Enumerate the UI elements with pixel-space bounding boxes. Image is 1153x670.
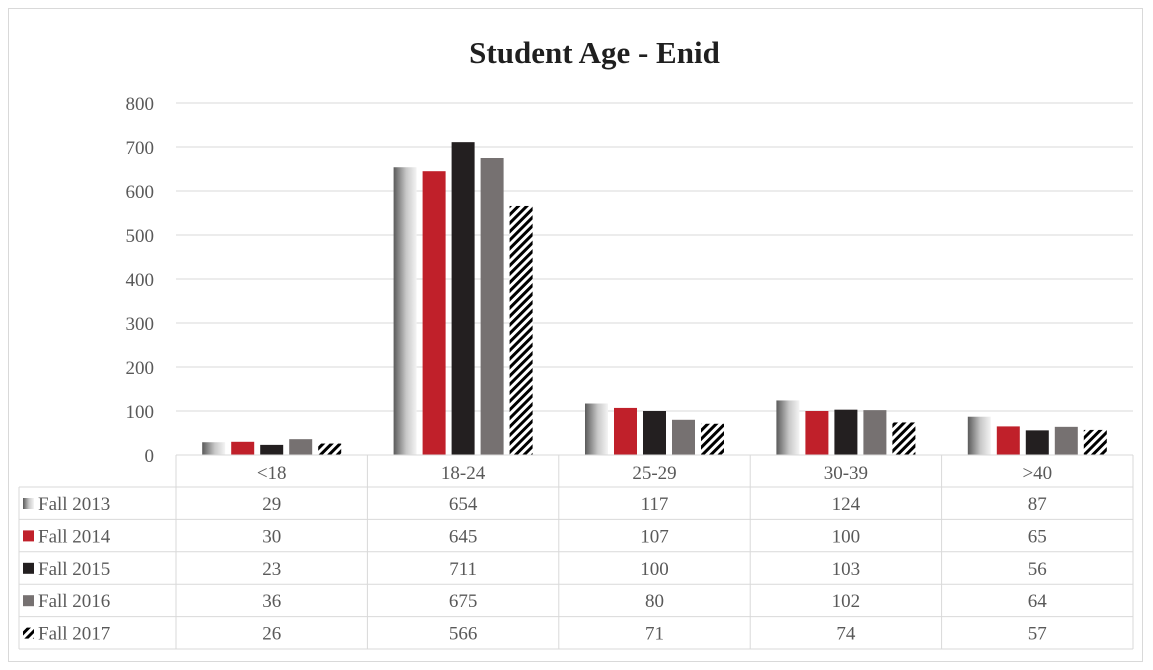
x-tick-label: >40 [1022,463,1052,484]
data-label-fall-2015-gt-40: 56 [1028,559,1047,580]
legend-label-fall-2016: Fall 2016 [38,591,110,612]
data-label-fall-2017-30-39: 74 [836,624,856,645]
legend-label-fall-2015: Fall 2015 [38,559,110,580]
data-label-fall-2016-30-39: 102 [832,591,861,612]
bar-fall-2016-lt-18 [289,439,313,455]
data-label-fall-2017-25-29: 71 [645,624,664,645]
bar-fall-2013-gt-40 [967,416,991,455]
bar-fall-2014-gt-40 [996,426,1020,455]
y-tick-label: 800 [126,94,155,115]
bar-fall-2013-lt-18 [202,442,226,455]
legend-key-fall-2015 [23,562,34,574]
x-tick-label: 25-29 [632,463,676,484]
legend-label-fall-2014: Fall 2014 [38,526,111,547]
bar-fall-2015-gt-40 [1025,430,1049,455]
bar-fall-2016-30-39 [863,410,887,455]
y-tick-label: 500 [126,226,155,247]
data-label-fall-2016-gt-40: 64 [1028,591,1048,612]
data-label-fall-2015-18-24: 711 [449,559,477,580]
y-tick-label: 200 [126,358,155,379]
legend-key-fall-2013 [23,498,34,509]
data-label-fall-2014-gt-40: 65 [1028,526,1047,547]
data-label-fall-2017-18-24: 566 [449,624,478,645]
data-label-fall-2014-18-24: 645 [449,526,478,547]
data-label-fall-2016-lt-18: 36 [262,591,281,612]
bar-fall-2017-18-24 [509,205,533,455]
bar-fall-2013-25-29 [585,403,608,455]
data-label-fall-2013-18-24: 654 [449,494,478,515]
bar-fall-2017-gt-40 [1083,429,1107,455]
data-label-fall-2015-25-29: 100 [640,559,669,580]
bar-fall-2017-25-29 [701,423,724,455]
bar-fall-2014-30-39 [805,411,829,455]
bar-fall-2013-30-39 [776,400,800,455]
y-tick-label: 300 [126,314,155,335]
x-tick-label: 18-24 [441,463,486,484]
bar-fall-2013-18-24 [393,167,417,456]
bar-fall-2016-25-29 [672,419,695,455]
bar-fall-2015-30-39 [834,409,858,455]
bar-fall-2015-25-29 [643,411,666,455]
y-tick-label: 0 [145,446,155,467]
data-label-fall-2014-30-39: 100 [832,526,861,547]
bar-fall-2014-25-29 [614,407,637,455]
data-label-fall-2013-25-29: 117 [641,494,669,515]
y-tick-label: 600 [126,182,155,203]
legend-label-fall-2013: Fall 2013 [38,494,110,515]
x-tick-label: 30-39 [824,463,868,484]
y-tick-label: 100 [126,402,155,423]
data-label-fall-2017-gt-40: 57 [1028,624,1047,645]
legend-label-fall-2017: Fall 2017 [38,624,110,645]
data-label-fall-2016-25-29: 80 [645,591,664,612]
bar-fall-2017-lt-18 [318,443,342,455]
bar-chart: Student Age - Enid 0 100 200 300 400 500 600 70… [18,35,1134,650]
bar-fall-2015-lt-18 [260,444,284,455]
y-tick-label: 400 [126,270,155,291]
data-label-fall-2014-lt-18: 30 [262,526,281,547]
legend-key-fall-2016 [23,595,34,607]
data-label-fall-2013-30-39: 124 [832,494,861,515]
data-label-fall-2014-25-29: 107 [640,526,669,547]
bar-fall-2016-gt-40 [1054,426,1078,455]
y-tick-label: 700 [126,138,155,159]
data-label-fall-2015-30-39: 103 [832,559,861,580]
bar-fall-2017-30-39 [892,422,916,455]
data-label-fall-2013-lt-18: 29 [262,494,281,515]
data-label-fall-2016-18-24: 675 [449,591,478,612]
legend-key-fall-2014 [23,530,34,542]
legend-key-fall-2017 [23,627,34,639]
bar-fall-2016-18-24 [480,158,504,455]
bar-fall-2014-lt-18 [231,441,255,455]
data-label-fall-2013-gt-40: 87 [1028,494,1047,515]
data-label-fall-2015-lt-18: 23 [262,559,281,580]
x-tick-label: <18 [257,463,287,484]
chart-frame: Student Age - Enid 0 100 200 300 400 500 600 70… [8,8,1143,662]
data-label-fall-2017-lt-18: 26 [262,624,281,645]
chart-title: Student Age - Enid [469,35,720,70]
bar-fall-2015-18-24 [451,142,475,455]
bar-fall-2014-18-24 [422,171,446,455]
